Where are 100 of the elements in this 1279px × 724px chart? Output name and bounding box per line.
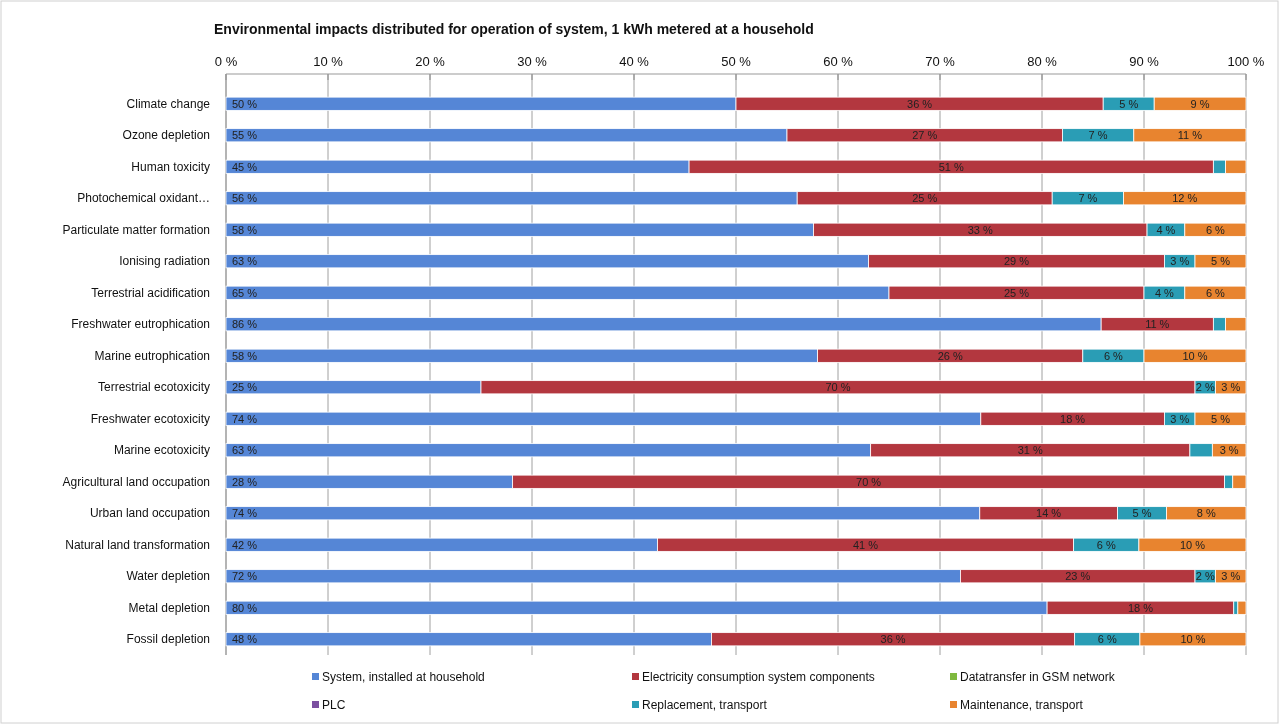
x-tick-label: 50 % (721, 54, 752, 69)
y-tick-label: Urban land occupation (89, 506, 210, 521)
y-tick-label: Terrestrial acidification (91, 285, 210, 300)
data-label: 36 % (907, 97, 933, 110)
data-label: 7 % (1088, 129, 1108, 142)
data-label: 6 % (1103, 349, 1124, 362)
data-label: 6 % (1097, 633, 1117, 646)
data-label: 45 % (232, 160, 258, 173)
y-tick-label: Terrestrial ecotoxicity (97, 380, 210, 395)
x-tick-label: 30 % (517, 54, 548, 69)
data-label: 14 % (1036, 507, 1062, 520)
data-label: 51 % (938, 160, 964, 173)
legend-label: System, installed at household (322, 670, 485, 684)
data-label: 5 % (1211, 255, 1231, 268)
data-label: 55 % (232, 129, 258, 142)
y-tick-label: Climate change (126, 96, 211, 111)
data-label: 4 % (1156, 223, 1176, 236)
data-label: 10 % (1180, 633, 1206, 646)
data-label: 50 % (232, 97, 258, 110)
data-label: 3 % (1221, 570, 1241, 583)
data-label: 3 % (1170, 412, 1190, 425)
data-label: 2 % (1195, 570, 1215, 583)
data-label: 33 % (967, 223, 994, 236)
x-tick-label: 90 % (1129, 54, 1160, 69)
data-label: 41 % (853, 538, 879, 551)
data-label: 11 % (1177, 129, 1203, 142)
data-label: 80 % (232, 601, 258, 614)
data-label: 63 % (232, 255, 258, 268)
data-label: 10 % (1179, 538, 1206, 551)
data-label: 70 % (856, 475, 882, 488)
y-tick-label: Natural land transformation (65, 537, 210, 552)
data-label: 48 % (232, 633, 258, 646)
data-label: 12 % (1172, 192, 1198, 205)
legend-label: Maintenance, transport (960, 698, 1084, 712)
data-label: 56 % (232, 192, 258, 205)
data-label: 86 % (232, 318, 258, 331)
data-label: 29 % (1003, 255, 1030, 268)
y-tick-label: Particulate matter formation (62, 222, 210, 237)
data-label: 58 % (232, 223, 258, 236)
x-tick-label: 70 % (925, 54, 956, 69)
data-label: 4 % (1154, 286, 1175, 299)
y-tick-label: Ionising radiation (119, 254, 210, 269)
x-tick-label: 60 % (823, 54, 854, 69)
data-label: 58 % (232, 349, 258, 362)
y-tick-label: Marine ecotoxicity (113, 443, 210, 458)
data-label: 2 % (1195, 381, 1215, 394)
data-label: 18 % (1127, 601, 1154, 614)
data-label: 6 % (1205, 286, 1226, 299)
data-label: 8 % (1196, 507, 1216, 520)
data-label: 70 % (825, 381, 851, 394)
data-label: 28 % (232, 475, 258, 488)
data-label: 63 % (232, 444, 258, 457)
data-label: 7 % (1078, 192, 1098, 205)
data-label: 31 % (1017, 444, 1044, 457)
x-tick-label: 0 % (214, 54, 238, 69)
data-label: 11 % (1145, 318, 1170, 331)
y-tick-label: Ozone depletion (122, 128, 210, 143)
data-label: 5 % (1132, 507, 1152, 520)
bar (1237, 600, 1247, 615)
data-label: 36 % (880, 633, 906, 646)
data-label: 25 % (232, 381, 258, 394)
x-tick-label: 20 % (415, 54, 446, 69)
data-label: 6 % (1096, 538, 1116, 551)
y-tick-label: Water depletion (126, 569, 210, 584)
data-label: 23 % (1065, 570, 1091, 583)
legend-label: PLC (322, 698, 346, 712)
data-label: 25 % (912, 192, 938, 205)
data-label: 5 % (1119, 97, 1139, 110)
y-tick-label: Agricultural land occupation (62, 474, 210, 489)
data-label: 18 % (1060, 412, 1086, 425)
legend-label: Datatransfer in GSM network (960, 670, 1116, 684)
data-label: 5 % (1211, 412, 1231, 425)
data-label: 65 % (232, 286, 258, 299)
data-label: 74 % (232, 412, 258, 425)
x-tick-label: 10 % (313, 54, 344, 69)
legend-label: Replacement, transport (642, 698, 768, 712)
data-label: 10 % (1182, 349, 1208, 362)
legend-label: Electricity consumption system components (642, 670, 875, 684)
data-label: 27 % (912, 129, 938, 142)
y-tick-label: Metal depletion (128, 600, 210, 615)
data-label: 9 % (1190, 97, 1210, 110)
x-tick-label: 80 % (1027, 54, 1058, 69)
y-tick-label: Freshwater eutrophication (71, 317, 210, 332)
y-tick-label: Marine eutrophication (94, 348, 210, 363)
y-tick-label: Photochemical oxidant… (77, 191, 210, 206)
data-label: 26 % (937, 349, 963, 362)
data-label: 42 % (232, 538, 258, 551)
data-label: 72 % (232, 570, 258, 583)
x-tick-label: 100 % (1227, 54, 1265, 69)
y-tick-label: Freshwater ecotoxicity (90, 411, 210, 426)
data-label: 74 % (232, 507, 258, 520)
data-label: 3 % (1219, 444, 1239, 457)
chart-title: Environmental impacts distributed for operation of system, 1 kWh metered at a household (214, 21, 814, 37)
data-label: 25 % (1003, 286, 1030, 299)
data-label: 3 % (1170, 255, 1190, 268)
y-tick-label: Fossil depletion (126, 632, 210, 647)
data-label: 3 % (1221, 381, 1241, 394)
data-label: 6 % (1205, 223, 1226, 236)
x-tick-label: 40 % (619, 54, 650, 69)
y-tick-label: Human toxicity (131, 159, 210, 174)
